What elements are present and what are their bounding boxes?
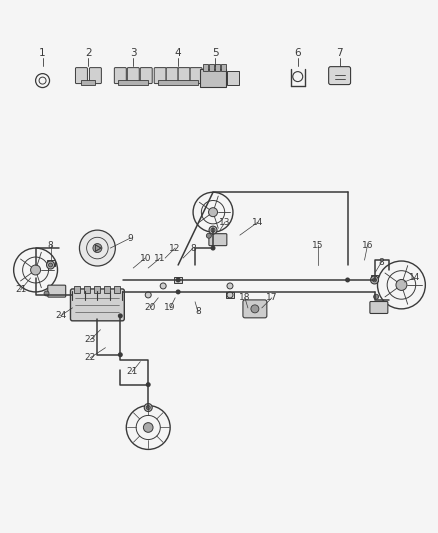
Text: 11: 11 <box>155 254 166 263</box>
Text: 8: 8 <box>378 257 385 266</box>
Text: 18: 18 <box>239 293 251 302</box>
Text: 22: 22 <box>85 353 96 362</box>
Circle shape <box>176 278 180 282</box>
Circle shape <box>227 292 233 298</box>
Bar <box>203 63 208 71</box>
FancyBboxPatch shape <box>190 68 202 84</box>
Circle shape <box>143 423 153 432</box>
Text: 14: 14 <box>252 217 264 227</box>
Circle shape <box>160 283 166 289</box>
Circle shape <box>31 265 41 275</box>
Circle shape <box>374 294 378 299</box>
Bar <box>209 63 214 71</box>
Text: 23: 23 <box>85 335 96 344</box>
Circle shape <box>251 305 259 313</box>
FancyBboxPatch shape <box>48 285 66 297</box>
FancyBboxPatch shape <box>154 68 166 84</box>
Text: 1: 1 <box>39 47 46 58</box>
Text: 10: 10 <box>139 254 151 263</box>
Bar <box>95 286 100 293</box>
Bar <box>221 63 226 71</box>
Circle shape <box>396 279 407 290</box>
Text: 13: 13 <box>219 217 231 227</box>
FancyBboxPatch shape <box>370 302 388 313</box>
Bar <box>226 292 234 298</box>
Text: 8: 8 <box>195 308 201 317</box>
Text: 16: 16 <box>362 240 373 249</box>
Bar <box>81 79 95 85</box>
Text: 6: 6 <box>294 47 301 58</box>
Circle shape <box>49 263 53 267</box>
Bar <box>371 275 378 281</box>
Text: 12: 12 <box>170 244 181 253</box>
Bar <box>85 286 90 293</box>
Text: 7: 7 <box>336 47 343 58</box>
Text: 4: 4 <box>175 47 181 58</box>
Circle shape <box>146 382 151 387</box>
Circle shape <box>44 291 49 296</box>
Circle shape <box>146 406 150 409</box>
FancyBboxPatch shape <box>114 68 126 84</box>
Bar <box>114 286 120 293</box>
Circle shape <box>46 261 54 269</box>
Text: 14: 14 <box>409 273 420 282</box>
Text: 17: 17 <box>266 293 278 302</box>
Circle shape <box>208 208 218 216</box>
FancyBboxPatch shape <box>166 68 178 84</box>
FancyBboxPatch shape <box>140 68 152 84</box>
FancyBboxPatch shape <box>75 68 88 84</box>
FancyBboxPatch shape <box>89 68 101 84</box>
FancyBboxPatch shape <box>127 68 139 84</box>
Text: 8: 8 <box>190 244 196 253</box>
FancyBboxPatch shape <box>178 68 190 84</box>
Circle shape <box>93 244 102 253</box>
Bar <box>46 260 54 266</box>
Bar <box>74 286 81 293</box>
Circle shape <box>209 226 217 234</box>
Circle shape <box>144 403 152 411</box>
Circle shape <box>118 352 123 357</box>
FancyBboxPatch shape <box>71 289 124 321</box>
Circle shape <box>176 289 180 294</box>
Circle shape <box>145 292 151 298</box>
Circle shape <box>227 283 233 289</box>
Circle shape <box>345 278 350 282</box>
FancyBboxPatch shape <box>328 67 350 85</box>
Bar <box>227 71 239 85</box>
Bar <box>118 79 148 85</box>
Circle shape <box>79 230 115 266</box>
Circle shape <box>206 233 212 238</box>
Circle shape <box>211 246 215 251</box>
Text: 8: 8 <box>48 240 53 249</box>
Bar <box>104 286 110 293</box>
Circle shape <box>371 276 378 284</box>
Text: 2: 2 <box>85 47 92 58</box>
Text: 20: 20 <box>145 303 156 312</box>
FancyBboxPatch shape <box>209 233 227 246</box>
Text: 24: 24 <box>55 311 66 320</box>
Text: 21: 21 <box>127 367 138 376</box>
Text: 9: 9 <box>127 233 133 243</box>
Bar <box>158 79 198 85</box>
Text: 19: 19 <box>164 303 176 312</box>
Text: 21: 21 <box>15 286 26 294</box>
Text: 3: 3 <box>130 47 137 58</box>
Bar <box>200 69 226 86</box>
Circle shape <box>372 278 377 282</box>
FancyBboxPatch shape <box>243 300 267 318</box>
Text: 5: 5 <box>212 47 218 58</box>
Bar <box>174 277 182 283</box>
Circle shape <box>118 313 123 318</box>
Text: 15: 15 <box>312 240 323 249</box>
Bar <box>215 63 220 71</box>
Circle shape <box>211 228 215 232</box>
